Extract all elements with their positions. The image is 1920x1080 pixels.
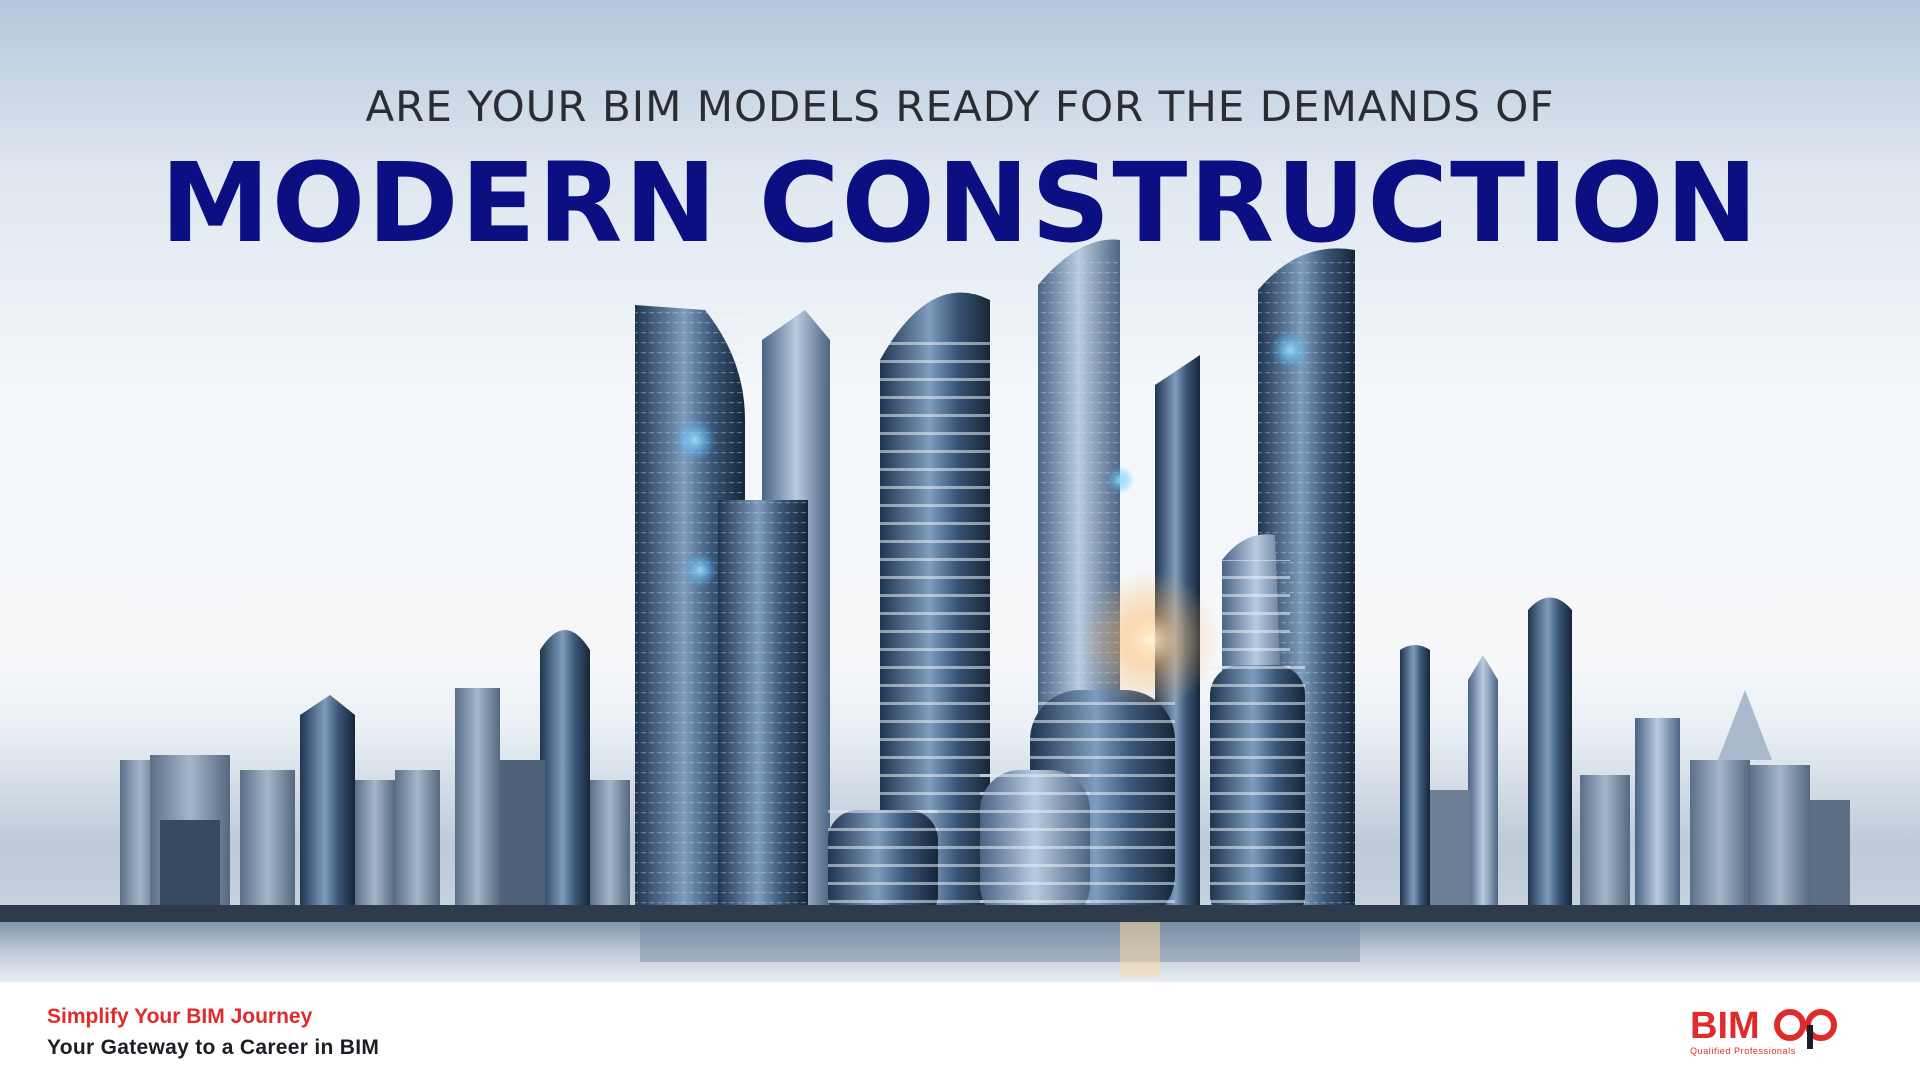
far-buildings-left bbox=[120, 630, 630, 915]
headline: MODERN CONSTRUCTION bbox=[160, 139, 1760, 267]
shoreline bbox=[0, 905, 1920, 923]
water-reflection bbox=[0, 922, 1920, 982]
logo-subtext: Qualified Professionals bbox=[1690, 1046, 1796, 1056]
hero-image: ARE YOUR BIM MODELS READY FOR THE DEMAND… bbox=[0, 0, 1920, 982]
far-buildings-right bbox=[1400, 597, 1850, 915]
footer-bar bbox=[0, 982, 1920, 1080]
logo-wordmark: BIM bbox=[1690, 1005, 1760, 1047]
subheading: ARE YOUR BIM MODELS READY FOR THE DEMAND… bbox=[365, 82, 1555, 131]
main-towers bbox=[635, 239, 1355, 925]
tagline: Simplify Your BIM Journey bbox=[47, 1005, 313, 1028]
city-skyline-illustration bbox=[0, 239, 1920, 982]
bimqp-logo: BIM Qualified Professionals bbox=[1690, 1005, 1837, 1056]
gateway-text: Your Gateway to a Career in BIM bbox=[47, 1036, 380, 1059]
sunlight-glow bbox=[1080, 570, 1220, 710]
